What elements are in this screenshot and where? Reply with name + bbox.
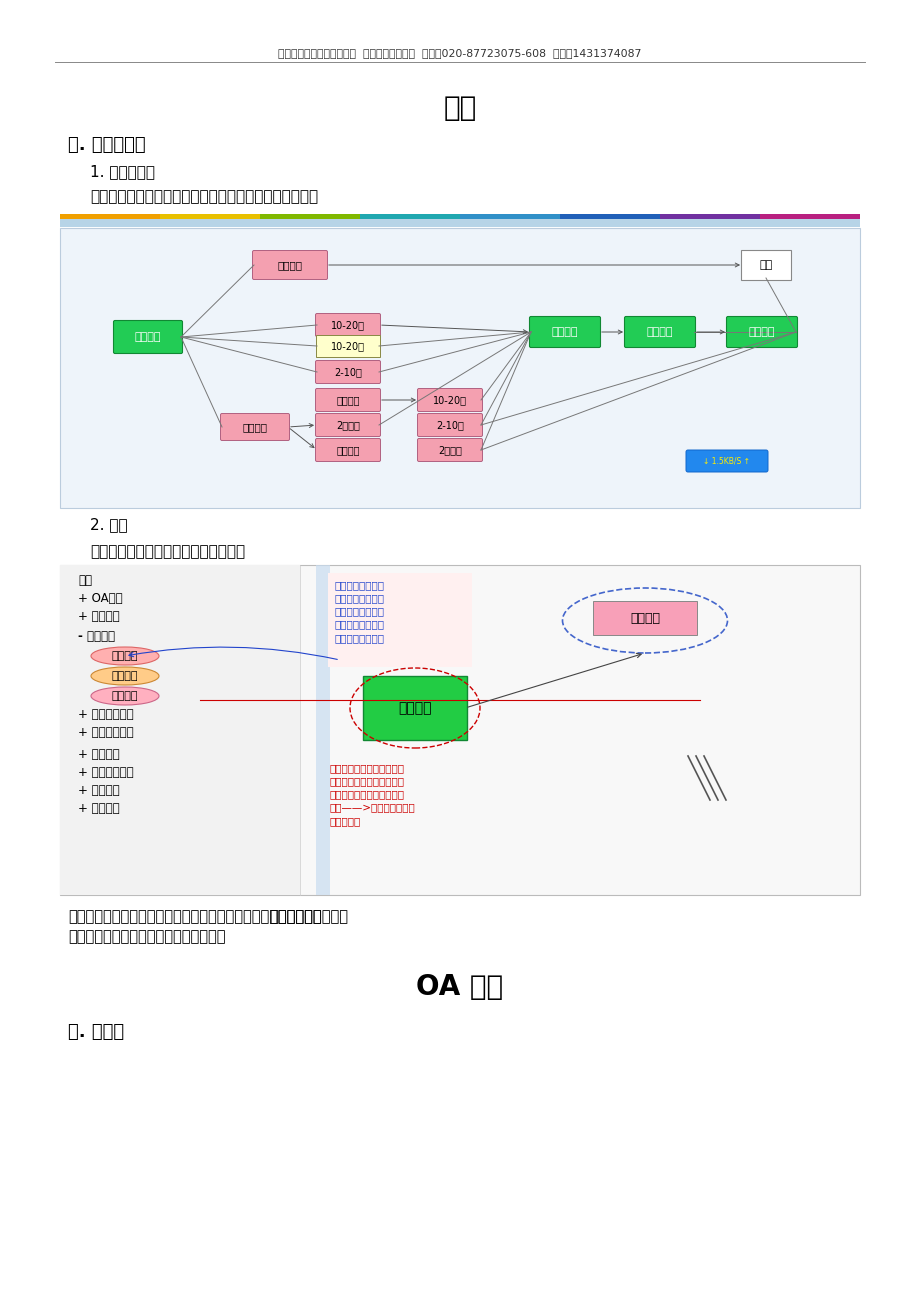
Text: + 数据维护: + 数据维护: [78, 785, 119, 798]
Text: 10-20万: 10-20万: [433, 395, 467, 405]
FancyBboxPatch shape: [417, 388, 482, 411]
Text: 自管项目: 自管项目: [335, 445, 359, 454]
Ellipse shape: [91, 667, 159, 685]
FancyBboxPatch shape: [221, 414, 289, 440]
Ellipse shape: [91, 687, 159, 704]
Ellipse shape: [91, 647, 159, 665]
Bar: [160, 214, 260, 219]
FancyBboxPatch shape: [252, 250, 327, 280]
Text: 2万以下: 2万以下: [335, 421, 359, 430]
Text: 立项信息: 立项信息: [111, 671, 138, 681]
Text: 一. 工作流: 一. 工作流: [68, 1023, 124, 1042]
Text: 实现直观快捷管理项目功能，如下图：: 实现直观快捷管理项目功能，如下图：: [90, 544, 244, 560]
FancyBboxPatch shape: [315, 361, 380, 384]
FancyBboxPatch shape: [315, 414, 380, 436]
Text: 一. 项目流程图: 一. 项目流程图: [68, 135, 145, 154]
Text: ↓ 1.5KB/S ↑: ↓ 1.5KB/S ↑: [703, 457, 750, 466]
FancyBboxPatch shape: [315, 388, 380, 411]
FancyBboxPatch shape: [686, 450, 767, 473]
Text: 省管项目: 省管项目: [278, 260, 302, 270]
Text: 【立项总览】: 【立项总览】: [269, 910, 322, 924]
Text: 2. 功能: 2. 功能: [90, 517, 128, 533]
Text: 优化置换: 优化置换: [335, 395, 359, 405]
Text: + 施工合同管理: + 施工合同管理: [78, 708, 133, 721]
Text: 10-20万: 10-20万: [331, 320, 365, 329]
Bar: [60, 219, 859, 227]
Text: OA 办公: OA 办公: [416, 973, 503, 1001]
FancyBboxPatch shape: [113, 320, 182, 354]
Text: 进入系统后，首先显示的是项目管理的流程图，如下图：: 进入系统后，首先显示的是项目管理的流程图，如下图：: [90, 190, 318, 204]
Text: + 应急项目管理: + 应急项目管理: [78, 767, 133, 780]
Text: 首页: 首页: [443, 94, 476, 122]
FancyBboxPatch shape: [328, 573, 471, 667]
Bar: [460, 214, 560, 219]
Bar: [560, 214, 659, 219]
Text: 立项总览: 立项总览: [111, 651, 138, 661]
Bar: [60, 228, 859, 508]
Text: 1. 项目流程图: 1. 项目流程图: [90, 164, 154, 180]
Text: 设计合审: 设计合审: [111, 691, 138, 700]
Text: 红色的方框代表查
询条件，如双击该
方框就跳转到立项
总览里，并自动查
询所有的省管项目: 红色的方框代表查 询条件，如双击该 方框就跳转到立项 总览里，并自动查 询所有的…: [335, 579, 384, 643]
Text: 省管项目: 省管项目: [630, 612, 659, 625]
Text: 项目立项: 项目立项: [398, 700, 431, 715]
Text: 双击绿色的方框将跳转到对应的页面上，双击红色的方框将跳转到统计表: 双击绿色的方框将跳转到对应的页面上，双击红色的方框将跳转到统计表: [68, 910, 347, 924]
Text: - 项目管理: - 项目管理: [78, 629, 115, 642]
Text: 10-20万: 10-20万: [331, 341, 365, 352]
Text: + OA办公: + OA办公: [78, 591, 122, 604]
Text: 2万以下: 2万以下: [437, 445, 461, 454]
FancyBboxPatch shape: [529, 316, 600, 348]
Bar: [60, 214, 160, 219]
Text: 归档: 归档: [758, 260, 772, 270]
Bar: [60, 565, 859, 894]
Text: 市管项目: 市管项目: [243, 422, 267, 432]
FancyBboxPatch shape: [740, 250, 790, 280]
Text: 里，并自动默认对应的查询条件进行查询: 里，并自动默认对应的查询条件进行查询: [68, 930, 225, 944]
Text: 项目立项: 项目立项: [134, 332, 161, 342]
FancyBboxPatch shape: [363, 676, 467, 740]
FancyBboxPatch shape: [417, 439, 482, 461]
FancyBboxPatch shape: [624, 316, 695, 348]
Text: + 项目材料管理: + 项目材料管理: [78, 727, 133, 740]
Bar: [60, 565, 300, 894]
Text: 2-10万: 2-10万: [334, 367, 361, 378]
FancyBboxPatch shape: [315, 335, 380, 357]
Text: 2-10万: 2-10万: [436, 421, 463, 430]
Text: 设计合审: 设计合审: [551, 327, 578, 337]
Text: 施工合同: 施工合同: [646, 327, 673, 337]
Bar: [759, 214, 859, 219]
Text: + 合同管理: + 合同管理: [78, 611, 119, 624]
FancyBboxPatch shape: [726, 316, 797, 348]
FancyBboxPatch shape: [315, 314, 380, 336]
Text: + 材料管理: + 材料管理: [78, 749, 119, 762]
FancyBboxPatch shape: [417, 414, 482, 436]
Bar: [315, 565, 330, 894]
Text: + 企业维护: + 企业维护: [78, 802, 119, 815]
FancyBboxPatch shape: [315, 439, 380, 461]
Bar: [659, 214, 759, 219]
Bar: [359, 214, 460, 219]
Text: 首页: 首页: [78, 573, 92, 586]
FancyBboxPatch shape: [593, 602, 697, 635]
Text: 材料需求: 材料需求: [748, 327, 775, 337]
Bar: [260, 214, 359, 219]
Text: 绿色代表实体单据，如双击
改方框直接跳转立项信息单
据上，效果跟点击【项目管
理】——>【立项信息】菜
单是一样的: 绿色代表实体单据，如双击 改方框直接跳转立项信息单 据上，效果跟点击【项目管 理…: [330, 763, 415, 825]
Text: 广州建软软件技术有限公司  销售代表：袁先生  电话：020-87723075-608  手机：1431374087: 广州建软软件技术有限公司 销售代表：袁先生 电话：020-87723075-60…: [278, 48, 641, 59]
